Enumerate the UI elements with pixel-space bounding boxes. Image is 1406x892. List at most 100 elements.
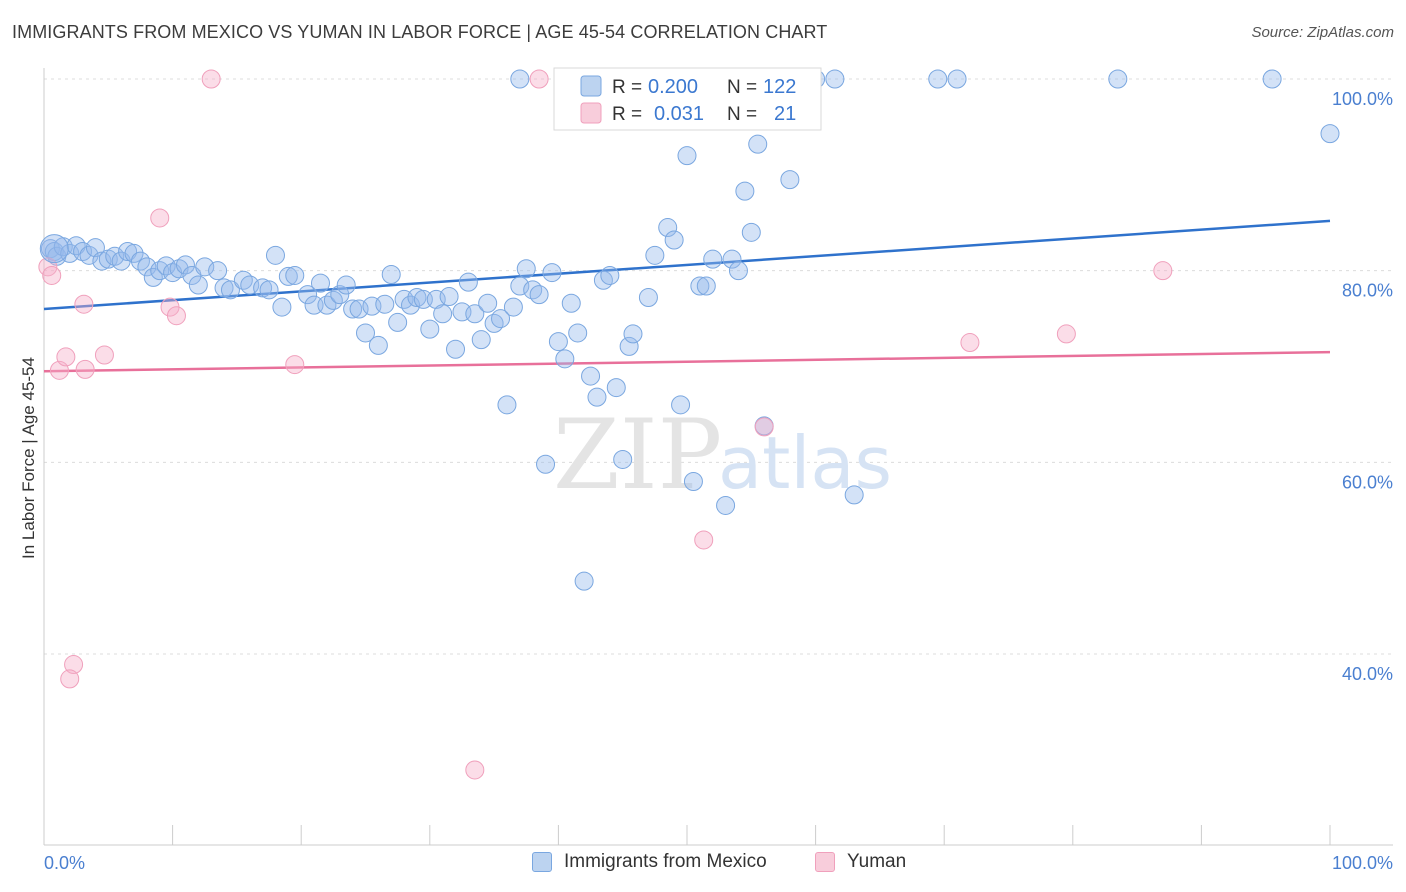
yuman-point <box>56 347 76 367</box>
mexico-point <box>1108 69 1128 89</box>
yuman-n-value: 21 <box>774 103 796 125</box>
mexico-point <box>638 288 658 307</box>
mexico-point <box>645 245 665 265</box>
bottom-legend: Immigrants from Mexico Yuman <box>0 851 1406 879</box>
mexico-point <box>433 304 453 324</box>
mexico-point <box>478 293 498 313</box>
mexico-point <box>555 349 575 369</box>
mexico-point <box>825 69 845 89</box>
mexico-trend-line <box>43 219 1331 311</box>
yuman-swatch <box>815 852 835 872</box>
mexico-point <box>381 265 401 284</box>
mexico-point <box>581 366 601 386</box>
mexico-point <box>471 330 491 350</box>
yuman-point <box>60 669 80 689</box>
mexico-point <box>124 243 144 263</box>
yuman-point <box>754 417 774 437</box>
mexico-point <box>175 255 195 275</box>
x-tick-label-min: 0.0% <box>44 853 85 873</box>
yuman-point <box>1153 261 1173 281</box>
mexico-swatch <box>532 852 552 872</box>
mexico-r-value: 0.200 <box>648 76 698 98</box>
mexico-point <box>587 387 607 407</box>
mexico-point <box>195 257 215 277</box>
mexico-r-label: R = <box>612 77 642 98</box>
yuman-point <box>1056 324 1076 344</box>
mexico-point <box>458 272 478 292</box>
mexico-point <box>503 297 523 317</box>
mexico-point <box>741 222 761 242</box>
mexico-point <box>619 336 639 356</box>
mexico-point <box>728 261 748 281</box>
mexico-point <box>658 218 678 238</box>
mexico-point <box>516 259 536 279</box>
mexico-point <box>716 495 736 515</box>
mexico-point <box>600 265 620 285</box>
mexico-point <box>529 285 549 305</box>
stats-legend: R = 0.200 N = 122 R = 0.031 N = 21 <box>553 67 822 131</box>
mexico-point <box>780 170 800 190</box>
mexico-point <box>677 146 697 166</box>
mexico-point <box>465 304 485 324</box>
yuman-n-label: N = <box>727 104 757 125</box>
mexico-point <box>401 295 421 315</box>
yuman-point <box>529 69 549 89</box>
y-axis-label: In Labor Force | Age 45-54 <box>19 357 38 559</box>
watermark: ZIP atlas <box>553 399 892 511</box>
mexico-point <box>696 276 716 296</box>
y-tick-label: 40.0% <box>1342 664 1393 684</box>
mexico-point <box>214 278 234 298</box>
yuman-point <box>64 655 84 675</box>
yuman-point <box>465 760 485 780</box>
yuman-point <box>94 345 114 365</box>
mexico-point <box>683 472 703 491</box>
yuman-legend-swatch <box>580 102 602 124</box>
y-tick-label: 60.0% <box>1342 472 1393 492</box>
trend-lines <box>43 219 1331 373</box>
yuman-point <box>150 208 170 228</box>
mexico-point <box>735 181 755 201</box>
mexico-point <box>265 245 285 265</box>
mexico-n-label: N = <box>727 77 757 98</box>
yuman-point <box>42 265 62 285</box>
mexico-point <box>208 261 228 281</box>
legend-label-mexico: Immigrants from Mexico <box>564 851 767 872</box>
mexico-point <box>188 275 208 295</box>
mexico-point <box>375 294 395 314</box>
source-credit: Source: ZipAtlas.com <box>1251 24 1394 41</box>
legend-item-yuman: Yuman <box>815 851 906 873</box>
yuman-point <box>960 333 980 353</box>
mexico-point <box>92 251 112 271</box>
mexico-point <box>1262 69 1282 89</box>
yuman-r-label: R = <box>612 104 642 125</box>
mexico-point <box>118 242 138 261</box>
mexico-point <box>368 335 388 355</box>
mexico-point <box>259 280 279 300</box>
yuman-r-value: 0.031 <box>654 103 704 125</box>
mexico-cluster-point <box>39 234 69 264</box>
mexico-point <box>748 134 768 154</box>
mexico-legend-swatch <box>580 75 602 97</box>
mexico-point <box>439 287 459 307</box>
mexico-point <box>253 278 273 298</box>
mexico-point <box>548 332 568 352</box>
mexico-point <box>491 309 511 329</box>
mexico-point <box>928 69 948 89</box>
yuman-point <box>74 294 94 314</box>
mexico-point <box>623 324 643 344</box>
mexico-point <box>388 312 408 332</box>
mexico-point <box>356 323 375 343</box>
legend-item-mexico: Immigrants from Mexico <box>532 851 767 873</box>
mexico-point <box>671 395 691 415</box>
mexico-point <box>510 69 530 89</box>
mexico-point <box>574 571 594 591</box>
axes: 40.0% 60.0% 80.0% 100.0% 0.0% 100.0% <box>43 68 1393 873</box>
yuman-point <box>166 306 186 326</box>
yuman-point <box>694 530 714 550</box>
mexico-point <box>278 266 298 286</box>
mexico-point <box>703 249 723 269</box>
mexico-point <box>446 339 466 359</box>
yuman-point <box>75 359 95 379</box>
mexico-point <box>690 276 710 296</box>
